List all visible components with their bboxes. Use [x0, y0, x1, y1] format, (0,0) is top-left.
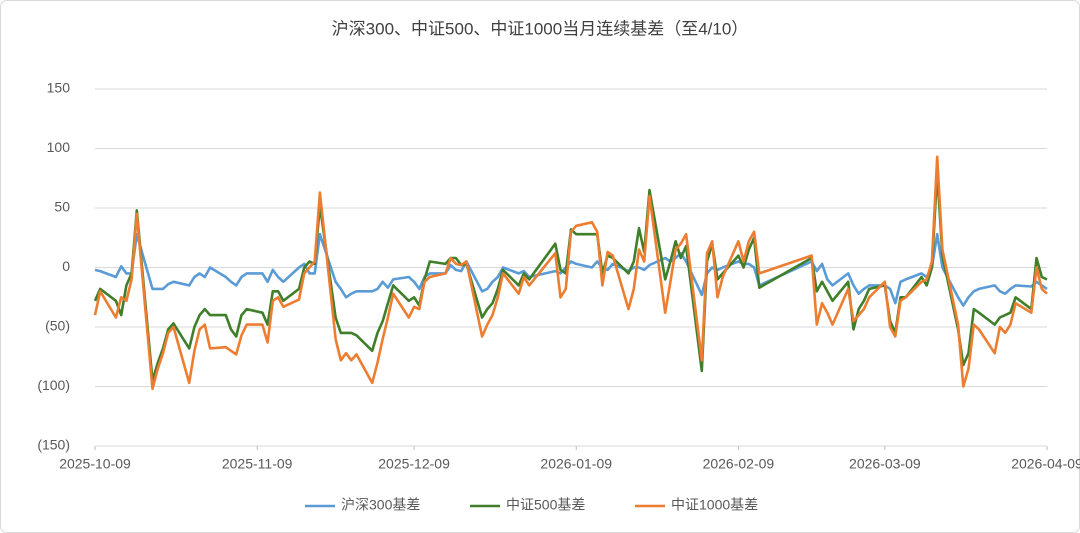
x-tick-label: 2026-04-09: [1011, 456, 1080, 472]
legend-label: 中证500基差: [506, 497, 585, 513]
x-tick-label: 2025-10-09: [59, 456, 131, 472]
chart-title: 沪深300、中证500、中证1000当月连续基差（至4/10）: [332, 19, 749, 38]
legend-label: 沪深300基差: [341, 497, 420, 513]
legend-label: 中证1000基差: [671, 497, 758, 513]
y-tick-label: 150: [47, 80, 71, 96]
x-tick-label: 2025-11-09: [222, 456, 293, 472]
y-tick-label: 50: [54, 199, 70, 215]
x-tick-label: 2025-12-09: [378, 456, 450, 472]
series-line: [93, 155, 1048, 391]
y-tick-label: (100): [37, 377, 70, 393]
y-tick-label: (150): [37, 437, 70, 453]
y-tick-label: 0: [62, 258, 70, 274]
x-tick-label: 2026-02-09: [703, 456, 775, 472]
x-tick-label: 2026-01-09: [540, 456, 612, 472]
y-tick-label: 100: [47, 139, 71, 155]
x-tick-label: 2026-03-09: [849, 456, 921, 472]
y-tick-label: (50): [45, 318, 70, 334]
